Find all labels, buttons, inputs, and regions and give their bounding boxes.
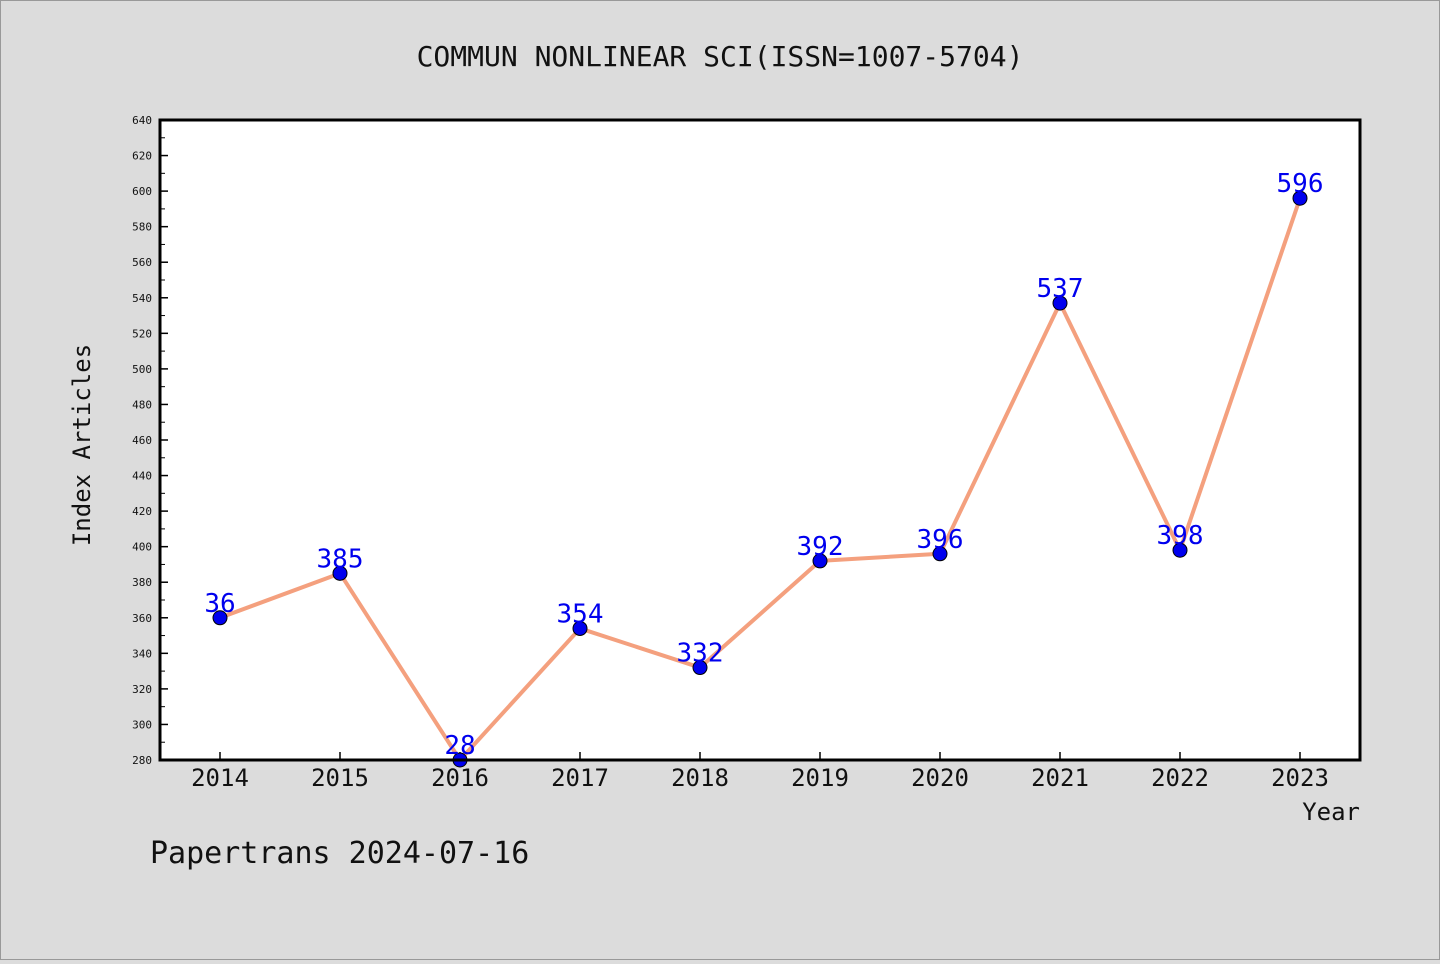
data-label: 28 (444, 731, 475, 761)
y-tick-label: 440 (132, 470, 152, 483)
y-tick-label: 300 (132, 718, 152, 731)
x-tick-label: 2022 (1151, 764, 1209, 792)
data-point (692, 660, 708, 676)
y-tick-label: 620 (132, 150, 152, 163)
y-tick-label: 380 (132, 576, 152, 589)
y-axis-label: Index Articles (68, 344, 96, 546)
series-line-group (219, 197, 1302, 762)
chart-title: COMMUN NONLINEAR SCI(ISSN=1007-5704) (417, 40, 1024, 73)
data-label: 392 (797, 532, 844, 562)
data-point (1172, 542, 1188, 558)
y-tick-label: 560 (132, 256, 152, 269)
y-tick-label: 340 (132, 647, 152, 660)
y-tick-label: 280 (132, 754, 152, 767)
x-axis-ticks: 2014 2015 2016 2017 2018 2019 2020 2021 2022 2023 (191, 752, 1329, 792)
y-tick-label: 420 (132, 505, 152, 518)
data-point (812, 553, 828, 569)
x-axis-label: Year (1302, 798, 1360, 826)
x-tick-label: 2014 (191, 764, 249, 792)
y-tick-label: 600 (132, 185, 152, 198)
x-tick-label: 2018 (671, 764, 729, 792)
x-tick-label: 2016 (431, 764, 489, 792)
series-line (219, 197, 1302, 762)
data-labels: 36 385 28 354 332 392 396 537 398 596 (204, 169, 1323, 761)
data-point (332, 565, 348, 581)
x-tick-label: 2019 (791, 764, 849, 792)
data-label: 385 (317, 544, 364, 574)
y-tick-label: 480 (132, 398, 152, 411)
data-markers (212, 190, 1308, 768)
x-tick-label: 2021 (1031, 764, 1089, 792)
data-point (1052, 295, 1068, 311)
data-label: 537 (1037, 274, 1084, 304)
x-tick-label: 2015 (311, 764, 369, 792)
x-tick-label: 2020 (911, 764, 969, 792)
data-label: 396 (917, 525, 964, 555)
data-point (212, 610, 228, 626)
y-tick-label: 580 (132, 221, 152, 234)
data-point (1292, 190, 1308, 206)
x-tick-label: 2023 (1271, 764, 1329, 792)
footer-watermark: Papertrans 2024-07-16 (150, 836, 529, 871)
data-point (932, 546, 948, 562)
data-label: 332 (677, 639, 724, 669)
data-label: 596 (1277, 169, 1324, 199)
plot-border (158, 118, 1362, 762)
y-tick-label: 320 (132, 683, 152, 696)
y-tick-label: 360 (132, 612, 152, 625)
data-point (572, 620, 588, 636)
y-tick-label: 640 (132, 114, 152, 127)
data-label: 354 (557, 599, 604, 629)
data-label: 398 (1157, 521, 1204, 551)
x-tick-label: 2017 (551, 764, 609, 792)
y-tick-label: 500 (132, 363, 152, 376)
y-tick-label: 520 (132, 327, 152, 340)
y-tick-label: 400 (132, 541, 152, 554)
y-tick-label: 540 (132, 292, 152, 305)
y-tick-label: 460 (132, 434, 152, 447)
data-label: 36 (204, 589, 235, 619)
plot-area (160, 120, 1360, 760)
